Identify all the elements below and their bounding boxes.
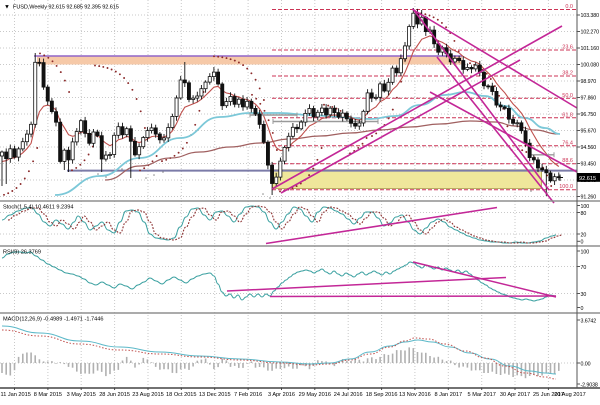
svg-text:100.080: 100.080 xyxy=(581,63,600,69)
svg-text:103.380: 103.380 xyxy=(581,13,600,19)
svg-text:23.6: 23.6 xyxy=(562,45,573,51)
svg-text:95.670: 95.670 xyxy=(581,129,597,135)
svg-text:0: 0 xyxy=(581,306,584,312)
svg-text:70: 70 xyxy=(581,265,587,271)
svg-text:61.8: 61.8 xyxy=(562,112,573,118)
svg-text:7 Feb 2016: 7 Feb 2016 xyxy=(234,392,262,398)
svg-text:80: 80 xyxy=(581,211,587,217)
svg-text:20 Aug 2017: 20 Aug 2017 xyxy=(554,392,585,398)
svg-text:91.260: 91.260 xyxy=(581,195,597,201)
svg-text:100: 100 xyxy=(581,249,590,255)
svg-text:101.160: 101.160 xyxy=(581,46,600,52)
svg-text:100.0: 100.0 xyxy=(559,184,573,190)
svg-text:3 May 2015: 3 May 2015 xyxy=(67,392,96,398)
svg-text:29 May 2016: 29 May 2016 xyxy=(299,392,331,398)
svg-text:3.6742: 3.6742 xyxy=(581,318,597,324)
svg-text:102.270: 102.270 xyxy=(581,30,600,36)
svg-text:8 Jan 2017: 8 Jan 2017 xyxy=(434,392,462,398)
svg-text:18 Oct 2015: 18 Oct 2015 xyxy=(166,392,196,398)
svg-text:-2.9038: -2.9038 xyxy=(581,382,598,388)
svg-text:93.450: 93.450 xyxy=(581,162,597,168)
svg-text:5 Mar 2017: 5 Mar 2017 xyxy=(468,392,496,398)
svg-text:MACD(12,26,9) -0.4989 -1.4971: MACD(12,26,9) -0.4989 -1.4971 -1.7446 xyxy=(3,317,103,323)
svg-text:100: 100 xyxy=(581,204,590,210)
svg-text:RSI(9) 26.3769: RSI(9) 26.3769 xyxy=(3,250,41,256)
svg-text:23 Aug 2015: 23 Aug 2015 xyxy=(132,392,163,398)
svg-text:96.750: 96.750 xyxy=(581,112,597,118)
svg-text:0.00: 0.00 xyxy=(581,361,591,367)
svg-text:11 Jan 2015: 11 Jan 2015 xyxy=(1,392,31,398)
svg-text:30: 30 xyxy=(581,292,587,298)
svg-text:50.0: 50.0 xyxy=(562,93,573,99)
svg-text:▼: ▼ xyxy=(4,5,10,11)
svg-text:30 Apr 2017: 30 Apr 2017 xyxy=(500,392,530,398)
svg-text:97.860: 97.860 xyxy=(581,96,597,102)
svg-text:13 Dec 2015: 13 Dec 2015 xyxy=(199,392,231,398)
svg-text:38.2: 38.2 xyxy=(562,71,573,77)
svg-text:Stoch(1,5,4) 10.4611 9.2394: Stoch(1,5,4) 10.4611 9.2394 xyxy=(3,205,74,211)
svg-text:24 Jul 2016: 24 Jul 2016 xyxy=(334,392,363,398)
svg-text:8 Mar 2015: 8 Mar 2015 xyxy=(34,392,62,398)
svg-text:20: 20 xyxy=(581,232,587,238)
svg-text:88.6: 88.6 xyxy=(562,158,573,164)
svg-text:98.970: 98.970 xyxy=(581,79,597,85)
svg-text:3 Apr 2016: 3 Apr 2016 xyxy=(268,392,295,398)
svg-text:FUSD,Weekly 92.615 92.685 92.: FUSD,Weekly 92.615 92.685 92.395 92.615 xyxy=(13,5,119,11)
svg-text:18 Sep 2016: 18 Sep 2016 xyxy=(366,392,398,398)
svg-text:94.560: 94.560 xyxy=(581,145,597,151)
svg-text:0.0: 0.0 xyxy=(565,4,573,10)
svg-text:76.4: 76.4 xyxy=(562,140,573,146)
svg-text:92.615: 92.615 xyxy=(579,176,596,182)
svg-text:13 Nov 2016: 13 Nov 2016 xyxy=(399,392,431,398)
svg-text:28 Jun 2015: 28 Jun 2015 xyxy=(99,392,130,398)
svg-text:25 Jun 2017: 25 Jun 2017 xyxy=(533,392,564,398)
svg-text:0: 0 xyxy=(581,240,584,246)
